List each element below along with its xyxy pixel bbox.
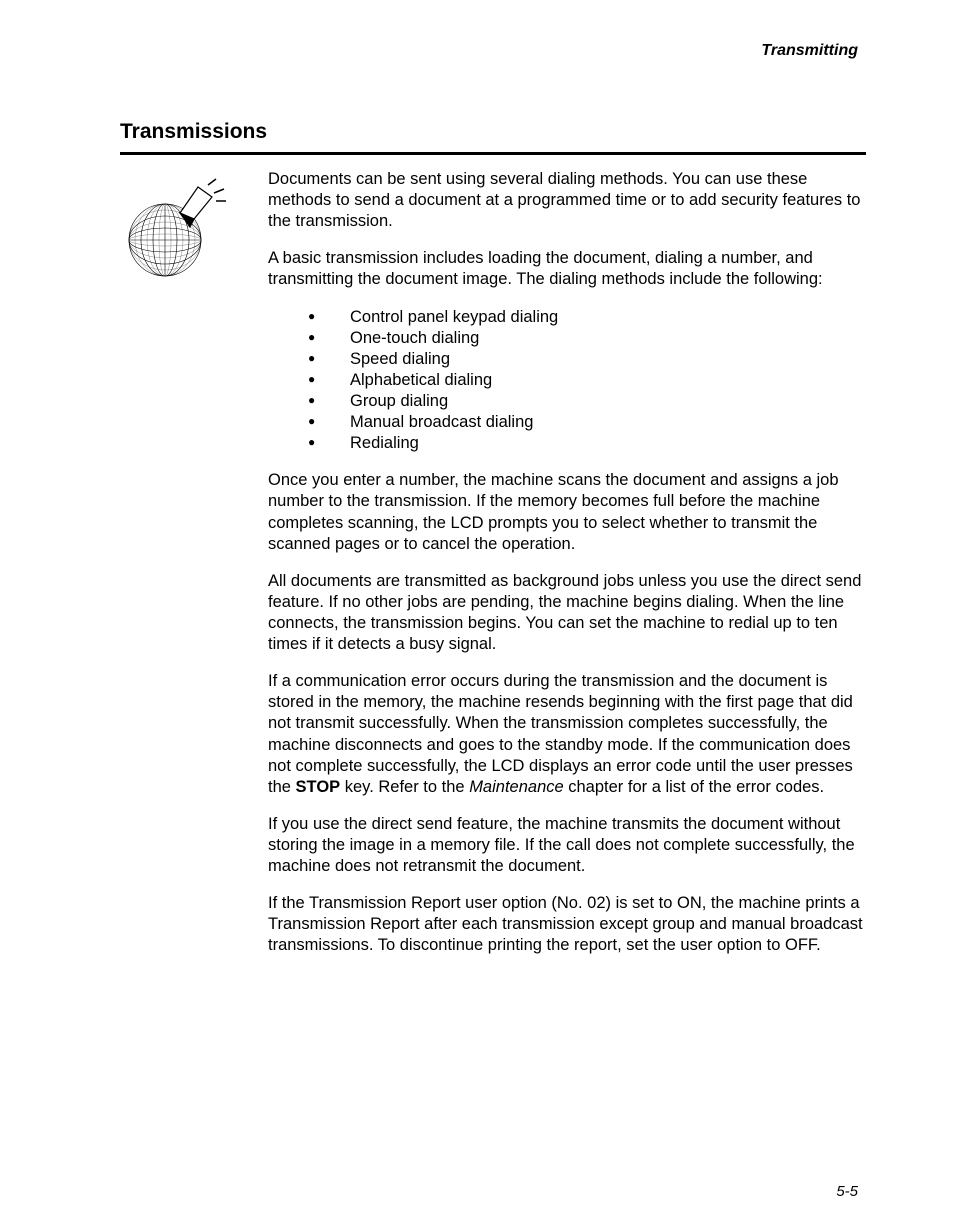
list-item: One-touch dialing [308,328,866,349]
paragraph: A basic transmission includes loading th… [268,248,866,290]
page-number: 5-5 [836,1183,858,1200]
content-row: Documents can be sent using several dial… [120,169,866,973]
list-item: Redialing [308,433,866,454]
section-title: Transmissions [120,120,866,144]
text-run: key. Refer to the [340,778,469,796]
maintenance-ref: Maintenance [469,778,563,796]
stop-key-label: STOP [296,778,341,796]
list-item: Speed dialing [308,349,866,370]
paragraph: All documents are transmitted as backgro… [268,571,866,655]
list-item: Manual broadcast dialing [308,412,866,433]
paragraph: If a communication error occurs during t… [268,671,866,798]
paragraph: If you use the direct send feature, the … [268,814,866,877]
running-head: Transmitting [120,42,866,60]
section-rule [120,152,866,155]
list-item: Alphabetical dialing [308,370,866,391]
dialing-methods-list: Control panel keypad dialing One-touch d… [308,307,866,455]
text-run: chapter for a list of the error codes. [564,778,824,796]
fax-globe-icon [120,175,230,295]
paragraph: Documents can be sent using several dial… [268,169,866,232]
paragraph: Once you enter a number, the machine sca… [268,470,866,554]
text-column: Documents can be sent using several dial… [268,169,866,973]
paragraph: If the Transmission Report user option (… [268,893,866,956]
list-item: Group dialing [308,391,866,412]
icon-column [120,169,240,973]
list-item: Control panel keypad dialing [308,307,866,328]
